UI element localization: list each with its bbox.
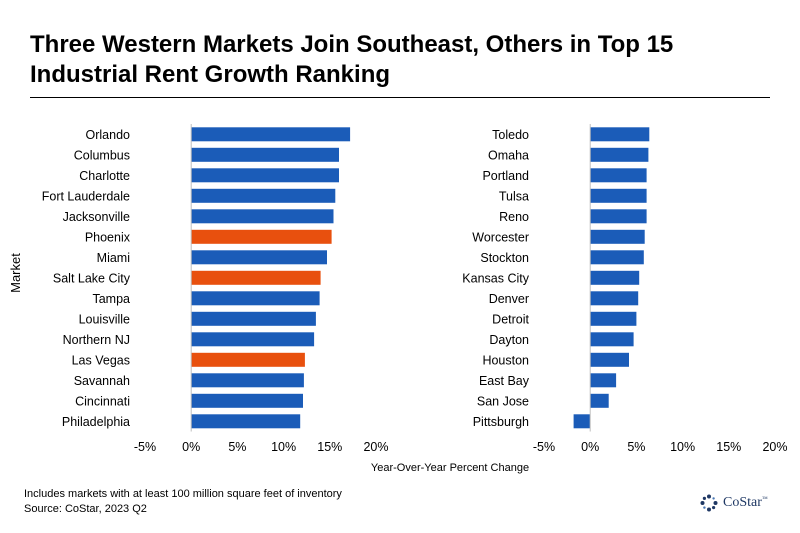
category-label: Philadelphia	[62, 415, 130, 429]
bar-east-bay	[590, 373, 617, 388]
category-label: Orlando	[86, 128, 131, 142]
bar-louisville	[191, 311, 316, 326]
bar-jacksonville	[191, 209, 334, 224]
category-label: Houston	[482, 353, 529, 367]
category-label: Las Vegas	[72, 353, 130, 367]
x-tick-label: 15%	[317, 440, 342, 454]
footnote-source: Source: CoStar, 2023 Q2	[24, 503, 147, 515]
bar-houston	[590, 352, 629, 367]
category-label: Savannah	[74, 374, 130, 388]
costar-logo-wordmark: CoStar	[723, 495, 762, 510]
category-label: San Jose	[477, 394, 529, 408]
bar-stockton	[590, 250, 644, 265]
costar-logo: CoStar™	[700, 494, 768, 512]
x-tick-label: -5%	[533, 440, 555, 454]
x-tick-label: 5%	[228, 440, 246, 454]
category-label: Reno	[499, 210, 529, 224]
bar-phoenix	[191, 229, 332, 244]
bar-las-vegas	[191, 352, 305, 367]
bar-cincinnati	[191, 393, 303, 408]
category-label: Denver	[489, 292, 529, 306]
chart-title: Three Western Markets Join Southeast, Ot…	[30, 30, 770, 90]
bar-detroit	[590, 311, 637, 326]
bar-san-jose	[590, 393, 609, 408]
category-label: Tampa	[92, 292, 130, 306]
x-tick-label: 0%	[182, 440, 200, 454]
bar-tulsa	[590, 188, 647, 203]
bar-fort-lauderdale	[191, 188, 336, 203]
x-tick-label: 10%	[670, 440, 695, 454]
category-label: Louisville	[79, 312, 130, 326]
category-label: Cincinnati	[75, 394, 130, 408]
bar-denver	[590, 291, 639, 306]
x-tick-label: 20%	[762, 440, 787, 454]
category-label: Northern NJ	[63, 333, 130, 347]
bar-miami	[191, 250, 327, 265]
bar-orlando	[191, 127, 351, 142]
category-label: Charlotte	[79, 169, 130, 183]
bar-columbus	[191, 147, 339, 162]
bar-charlotte	[191, 168, 339, 183]
bar-portland	[590, 168, 647, 183]
bar-dayton	[590, 332, 634, 347]
bar-reno	[590, 209, 647, 224]
bar-kansas-city	[590, 270, 640, 285]
category-label: Salt Lake City	[53, 271, 131, 285]
costar-logo-icon	[700, 494, 718, 512]
category-label: Fort Lauderdale	[42, 189, 130, 203]
category-label: Detroit	[492, 312, 529, 326]
category-label: Dayton	[489, 333, 529, 347]
chart-title-line-2: Industrial Rent Growth Ranking	[30, 61, 391, 88]
bar-pittsburgh	[573, 414, 591, 429]
bar-omaha	[590, 147, 649, 162]
y-axis-label: Market	[8, 253, 23, 293]
bar-northern-nj	[191, 332, 315, 347]
bar-philadelphia	[191, 414, 301, 429]
category-label: Pittsburgh	[473, 415, 529, 429]
bar-worcester	[590, 229, 645, 244]
category-label: Omaha	[488, 148, 529, 162]
category-label: Worcester	[472, 230, 529, 244]
x-tick-label: -5%	[134, 440, 156, 454]
footnote: Includes markets with at least 100 milli…	[24, 487, 342, 517]
category-label: East Bay	[479, 374, 530, 388]
x-axis-label: Year-Over-Year Percent Change	[370, 462, 530, 474]
footnote-inventory-note: Includes markets with at least 100 milli…	[24, 488, 342, 500]
x-tick-label: 20%	[363, 440, 388, 454]
costar-logo-trademark: ™	[761, 496, 768, 503]
category-label: Toledo	[492, 128, 529, 142]
x-tick-label: 0%	[581, 440, 599, 454]
title-divider	[30, 97, 770, 98]
chart-title-line-1: Three Western Markets Join Southeast, Ot…	[30, 31, 674, 58]
category-label: Stockton	[480, 251, 529, 265]
bar-toledo	[590, 127, 650, 142]
category-label: Miami	[97, 251, 130, 265]
x-tick-label: 5%	[627, 440, 645, 454]
bar-salt-lake-city	[191, 270, 321, 285]
x-tick-label: 15%	[716, 440, 741, 454]
category-label: Portland	[482, 169, 529, 183]
category-label: Columbus	[74, 148, 130, 162]
category-label: Phoenix	[85, 230, 131, 244]
costar-logo-text: CoStar™	[723, 495, 768, 511]
category-label: Jacksonville	[63, 210, 130, 224]
bar-tampa	[191, 291, 320, 306]
category-label: Tulsa	[499, 189, 529, 203]
bar-savannah	[191, 373, 304, 388]
category-label: Kansas City	[462, 271, 529, 285]
x-tick-label: 10%	[271, 440, 296, 454]
